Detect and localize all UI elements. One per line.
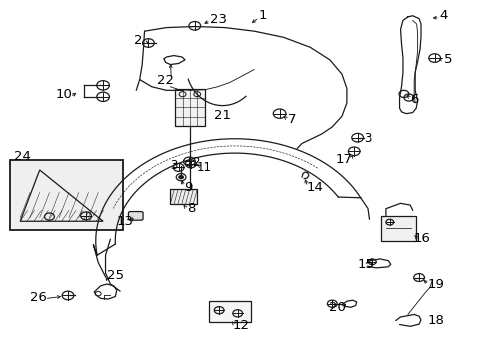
Text: 3: 3 xyxy=(170,159,177,172)
Text: 1: 1 xyxy=(258,9,267,22)
Text: 10: 10 xyxy=(56,88,72,101)
Text: 2: 2 xyxy=(134,34,142,48)
Text: 23: 23 xyxy=(210,13,227,26)
Text: 17: 17 xyxy=(335,153,352,166)
Text: 15: 15 xyxy=(357,258,374,271)
Text: 7: 7 xyxy=(287,113,295,126)
Text: 16: 16 xyxy=(413,231,430,244)
FancyBboxPatch shape xyxy=(128,212,143,220)
Text: 5: 5 xyxy=(443,53,452,66)
Text: 20: 20 xyxy=(328,301,345,314)
Bar xyxy=(10,160,122,230)
Text: 6: 6 xyxy=(409,93,418,106)
Text: 9: 9 xyxy=(184,181,192,194)
Bar xyxy=(170,189,197,204)
Bar xyxy=(175,89,204,126)
Text: 22: 22 xyxy=(157,74,174,87)
Text: 21: 21 xyxy=(214,109,231,122)
Text: 8: 8 xyxy=(186,202,195,215)
Text: 18: 18 xyxy=(427,314,443,327)
Bar xyxy=(380,216,415,241)
Text: 4: 4 xyxy=(438,9,447,22)
Text: 3: 3 xyxy=(364,132,371,145)
Text: 13: 13 xyxy=(116,215,133,229)
Text: 12: 12 xyxy=(232,319,248,332)
Text: 11: 11 xyxy=(197,161,212,174)
Circle shape xyxy=(178,175,183,179)
Bar xyxy=(209,301,250,321)
Text: 2: 2 xyxy=(192,156,199,169)
Text: 14: 14 xyxy=(306,181,323,194)
Text: 24: 24 xyxy=(14,150,31,163)
Text: 26: 26 xyxy=(30,291,47,304)
Text: 19: 19 xyxy=(427,278,443,291)
Text: 25: 25 xyxy=(106,269,123,282)
